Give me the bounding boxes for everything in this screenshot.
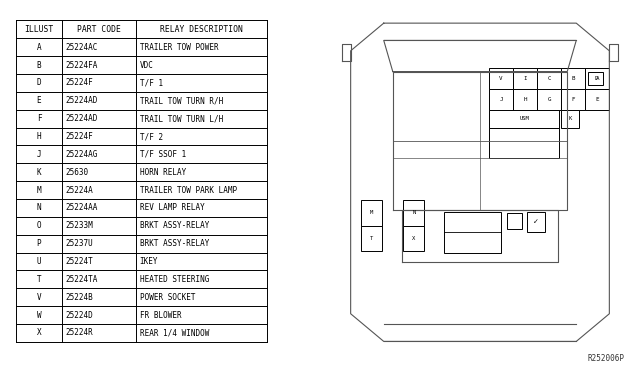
Bar [588, 71, 604, 86]
Text: REAR 1/4 WINDOW: REAR 1/4 WINDOW [140, 328, 209, 337]
Text: VDC: VDC [140, 61, 154, 70]
Text: BRKT ASSY-RELAY: BRKT ASSY-RELAY [140, 221, 209, 230]
Text: ✓: ✓ [532, 219, 539, 225]
Bar [537, 89, 561, 110]
Text: 25224F: 25224F [66, 132, 93, 141]
Text: N: N [412, 210, 415, 215]
Bar [507, 214, 522, 229]
Text: P: P [36, 239, 42, 248]
Text: IKEY: IKEY [140, 257, 158, 266]
Text: 25630: 25630 [66, 168, 89, 177]
Text: 25224B: 25224B [66, 293, 93, 302]
Bar [537, 68, 561, 89]
Text: T/F 1: T/F 1 [140, 78, 163, 87]
Text: 25224A: 25224A [66, 186, 93, 195]
Text: 25224AD: 25224AD [66, 96, 99, 105]
Bar [561, 68, 585, 89]
Text: K: K [36, 168, 42, 177]
Text: B: B [572, 76, 575, 81]
Bar [527, 212, 545, 232]
Text: TRAILER TOW PARK LAMP: TRAILER TOW PARK LAMP [140, 186, 237, 195]
Text: R252006P: R252006P [587, 354, 624, 363]
Text: TRAILER TOW POWER: TRAILER TOW POWER [140, 43, 218, 52]
Bar [585, 89, 609, 110]
Text: 25224FA: 25224FA [66, 61, 99, 70]
Text: 25224D: 25224D [66, 311, 93, 320]
Text: TRAIL TOW TURN R/H: TRAIL TOW TURN R/H [140, 96, 223, 105]
Text: X: X [412, 236, 415, 241]
Text: C: C [547, 76, 551, 81]
Bar [513, 68, 537, 89]
Text: T: T [370, 236, 373, 241]
Text: FR BLOWER: FR BLOWER [140, 311, 181, 320]
Text: ILLUST: ILLUST [24, 25, 54, 34]
Bar [585, 68, 609, 89]
Text: 25224AD: 25224AD [66, 114, 99, 123]
Text: 25237U: 25237U [66, 239, 93, 248]
Bar [444, 212, 501, 253]
Bar [489, 89, 513, 110]
Text: HORN RELAY: HORN RELAY [140, 168, 186, 177]
Bar [489, 128, 559, 158]
Text: T: T [36, 275, 42, 284]
Text: 25233M: 25233M [66, 221, 93, 230]
Text: T/F SSOF 1: T/F SSOF 1 [140, 150, 186, 159]
Text: M: M [370, 210, 373, 215]
Text: F: F [36, 114, 42, 123]
Text: F: F [572, 97, 575, 102]
Text: V: V [36, 293, 42, 302]
Bar [561, 89, 585, 110]
Text: BRKT ASSY-RELAY: BRKT ASSY-RELAY [140, 239, 209, 248]
Text: H: H [36, 132, 42, 141]
Text: W: W [36, 311, 42, 320]
Text: D: D [36, 78, 42, 87]
Text: H: H [524, 97, 527, 102]
Text: 25224TA: 25224TA [66, 275, 99, 284]
Bar [489, 68, 513, 89]
Bar [403, 225, 424, 251]
Text: B: B [36, 61, 42, 70]
Text: USM: USM [519, 116, 529, 121]
Text: K: K [568, 116, 572, 121]
Text: RELAY DESCRIPTION: RELAY DESCRIPTION [160, 25, 243, 34]
Text: V: V [499, 76, 503, 81]
Text: J: J [36, 150, 42, 159]
Text: 25224T: 25224T [66, 257, 93, 266]
Text: M: M [36, 186, 42, 195]
Text: 25224F: 25224F [66, 78, 93, 87]
Text: G: G [547, 97, 551, 102]
Text: T/F 2: T/F 2 [140, 132, 163, 141]
Text: J: J [499, 97, 503, 102]
Text: TRAIL TOW TURN L/H: TRAIL TOW TURN L/H [140, 114, 223, 123]
Text: A: A [36, 43, 42, 52]
Bar [361, 225, 382, 251]
Text: N: N [36, 203, 42, 212]
Bar [361, 199, 382, 225]
Text: 25224AC: 25224AC [66, 43, 99, 52]
Text: 25224AG: 25224AG [66, 150, 99, 159]
Bar [561, 110, 579, 128]
Text: POWER SOCKET: POWER SOCKET [140, 293, 195, 302]
Text: U: U [36, 257, 42, 266]
Text: D: D [595, 76, 597, 81]
Text: E: E [596, 97, 599, 102]
Text: REV LAMP RELAY: REV LAMP RELAY [140, 203, 204, 212]
Text: HEATED STEERING: HEATED STEERING [140, 275, 209, 284]
Text: E: E [36, 96, 42, 105]
Bar [403, 199, 424, 225]
Text: A: A [596, 76, 599, 81]
Text: O: O [36, 221, 42, 230]
Text: PART CODE: PART CODE [77, 25, 121, 34]
Text: I: I [524, 76, 527, 81]
Text: X: X [36, 328, 42, 337]
Bar [489, 110, 559, 128]
Text: 25224R: 25224R [66, 328, 93, 337]
Text: 25224AA: 25224AA [66, 203, 99, 212]
Bar [513, 89, 537, 110]
